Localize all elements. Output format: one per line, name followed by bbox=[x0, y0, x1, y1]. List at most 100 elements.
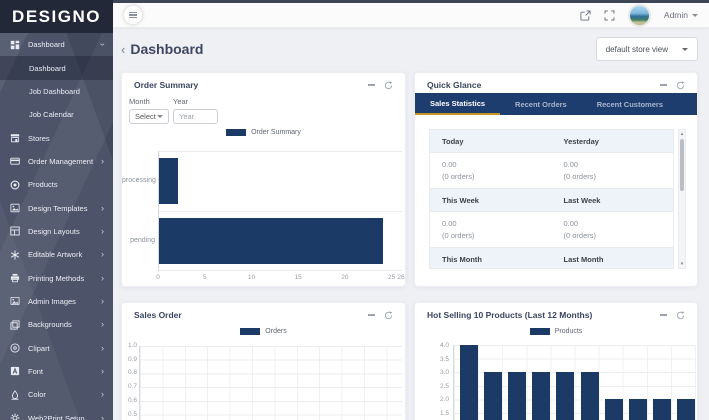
table-cell: 0.00 (0 orders) bbox=[442, 160, 475, 181]
x-tick-label: 10 bbox=[247, 274, 256, 281]
admin-menu[interactable]: Admin bbox=[664, 10, 698, 20]
table-scrollbar[interactable] bbox=[678, 129, 686, 269]
page-title: Dashboard bbox=[130, 41, 204, 57]
y-tick-label: 0.8 bbox=[127, 369, 137, 377]
sidebar-item-label: Printing Methods bbox=[28, 273, 85, 283]
tab-sales-statistics[interactable]: Sales Statistics bbox=[415, 93, 501, 115]
chevron-right-icon bbox=[101, 157, 104, 166]
color-icon bbox=[10, 390, 20, 400]
sidebar-item-web2print-setup[interactable]: Web2Print Setup bbox=[0, 407, 113, 420]
refresh-icon[interactable] bbox=[384, 80, 393, 90]
sidebar-item-clipart[interactable]: Clipart bbox=[0, 336, 113, 359]
tab-recent-customers[interactable]: Recent Customers bbox=[596, 99, 663, 109]
sidebar-subitem-label: Job Dashboard bbox=[29, 86, 80, 96]
sidebar-subitem-job-dashboard[interactable]: Job Dashboard bbox=[0, 80, 113, 103]
legend-swatch bbox=[226, 129, 247, 136]
sidebar-item-admin-images[interactable]: Admin Images bbox=[0, 290, 113, 313]
chevron-right-icon bbox=[101, 204, 104, 213]
sidebar-item-label: Dashboard bbox=[28, 40, 65, 50]
title-row: Dashboard default store view bbox=[121, 36, 698, 62]
refresh-icon[interactable] bbox=[676, 310, 685, 320]
scroll-down-icon[interactable] bbox=[679, 260, 685, 268]
store-icon bbox=[10, 133, 20, 143]
tab-recent-orders[interactable]: Recent Orders bbox=[515, 99, 567, 109]
refresh-icon[interactable] bbox=[676, 80, 685, 90]
table-cell: Yesterday bbox=[563, 136, 599, 146]
editable-artwork-icon bbox=[10, 250, 20, 260]
sidebar-item-label: Design Layouts bbox=[28, 226, 80, 236]
sidebar-item-color[interactable]: Color bbox=[0, 383, 113, 406]
bar-product-2 bbox=[484, 372, 503, 420]
x-tick-label: 26 bbox=[397, 274, 405, 281]
sidebar-item-stores[interactable]: Stores bbox=[0, 126, 113, 149]
sidebar-item-backgrounds[interactable]: Backgrounds bbox=[0, 313, 113, 336]
minimize-icon[interactable] bbox=[368, 314, 375, 316]
month-label: Month bbox=[129, 97, 150, 106]
sidebar-item-label: Font bbox=[28, 366, 44, 376]
y-tick-label: 2.0 bbox=[439, 396, 449, 404]
avatar[interactable] bbox=[627, 3, 651, 27]
admin-label: Admin bbox=[663, 10, 688, 20]
sidebar-item-printing-methods[interactable]: Printing Methods bbox=[0, 266, 113, 289]
hamburger-button[interactable] bbox=[124, 6, 142, 24]
chevron-down-icon bbox=[157, 115, 163, 118]
bar-product-7 bbox=[604, 399, 623, 420]
sidebar-subitem-job-calendar[interactable]: Job Calendar bbox=[0, 103, 113, 126]
y-tick-label: 1.0 bbox=[127, 342, 137, 349]
sidebar-item-font[interactable]: Font bbox=[0, 360, 113, 383]
table-cell: Last Month bbox=[563, 254, 604, 264]
refresh-icon[interactable] bbox=[384, 310, 393, 320]
year-label: Year bbox=[173, 97, 189, 106]
scrollbar-thumb[interactable] bbox=[680, 139, 684, 191]
sidebar-item-dashboard[interactable]: Dashboard bbox=[0, 33, 113, 56]
sidebar-item-order-management[interactable]: Order Management bbox=[0, 150, 113, 173]
category-label: pending bbox=[130, 237, 155, 244]
sidebar-item-label: Products bbox=[28, 180, 58, 190]
scroll-up-icon[interactable] bbox=[679, 130, 685, 138]
back-chevron-icon[interactable] bbox=[121, 43, 125, 56]
bar-product-6 bbox=[580, 372, 599, 420]
store-view-label: default store view bbox=[605, 44, 668, 54]
chevron-right-icon bbox=[101, 344, 104, 353]
fullscreen-icon[interactable] bbox=[604, 10, 615, 21]
chevron-down-icon bbox=[98, 43, 107, 46]
bar-product-8 bbox=[628, 399, 647, 420]
chevron-right-icon bbox=[101, 367, 104, 376]
quick-glance-card: Quick Glance Sales Statistics Recent Orde… bbox=[414, 72, 698, 287]
quick-glance-tabbar: Sales Statistics Recent Orders Recent Cust… bbox=[415, 93, 697, 115]
minimize-icon[interactable] bbox=[660, 84, 667, 86]
order-summary-card: Order Summary Month Year Select Order Su… bbox=[121, 72, 406, 287]
sidebar-item-design-templates[interactable]: Design Templates bbox=[0, 196, 113, 219]
design-layouts-icon bbox=[10, 226, 20, 236]
sidebar-item-products[interactable]: Products bbox=[0, 173, 113, 196]
y-tick-label: 3.0 bbox=[439, 369, 449, 377]
app-logo: DESIGNO bbox=[0, 0, 113, 33]
font-icon bbox=[10, 366, 20, 376]
clipart-icon bbox=[10, 343, 20, 353]
table-row: This Week Last Week bbox=[430, 188, 673, 211]
sidebar-item-editable-artwork[interactable]: Editable Artwork bbox=[0, 243, 113, 266]
y-tick-label: 0.6 bbox=[127, 396, 137, 404]
year-input[interactable] bbox=[173, 109, 218, 124]
sidebar-subitem-dashboard[interactable]: Dashboard bbox=[0, 56, 113, 80]
bar-product-3 bbox=[508, 372, 527, 420]
gridline bbox=[159, 270, 402, 271]
bar-product-10 bbox=[676, 399, 695, 420]
sidebar-subitem-label: Dashboard bbox=[29, 63, 66, 73]
sidebar-item-design-layouts[interactable]: Design Layouts bbox=[0, 220, 113, 243]
month-select[interactable]: Select bbox=[129, 109, 169, 124]
minimize-icon[interactable] bbox=[660, 314, 667, 316]
chevron-right-icon bbox=[101, 414, 104, 420]
sales-order-legend: Orders bbox=[122, 328, 405, 335]
store-view-dropdown[interactable]: default store view bbox=[595, 37, 698, 61]
sidebar-item-label: Backgrounds bbox=[28, 320, 72, 330]
chevron-right-icon bbox=[101, 274, 104, 283]
hot-selling-legend: Products bbox=[415, 328, 697, 335]
external-link-icon[interactable] bbox=[580, 9, 591, 21]
legend-label: Products bbox=[554, 328, 583, 335]
bar-product-4 bbox=[532, 372, 551, 420]
chevron-right-icon bbox=[101, 390, 104, 399]
order-management-icon bbox=[10, 156, 20, 166]
minimize-icon[interactable] bbox=[368, 84, 375, 86]
order-summary-plot bbox=[158, 151, 402, 271]
